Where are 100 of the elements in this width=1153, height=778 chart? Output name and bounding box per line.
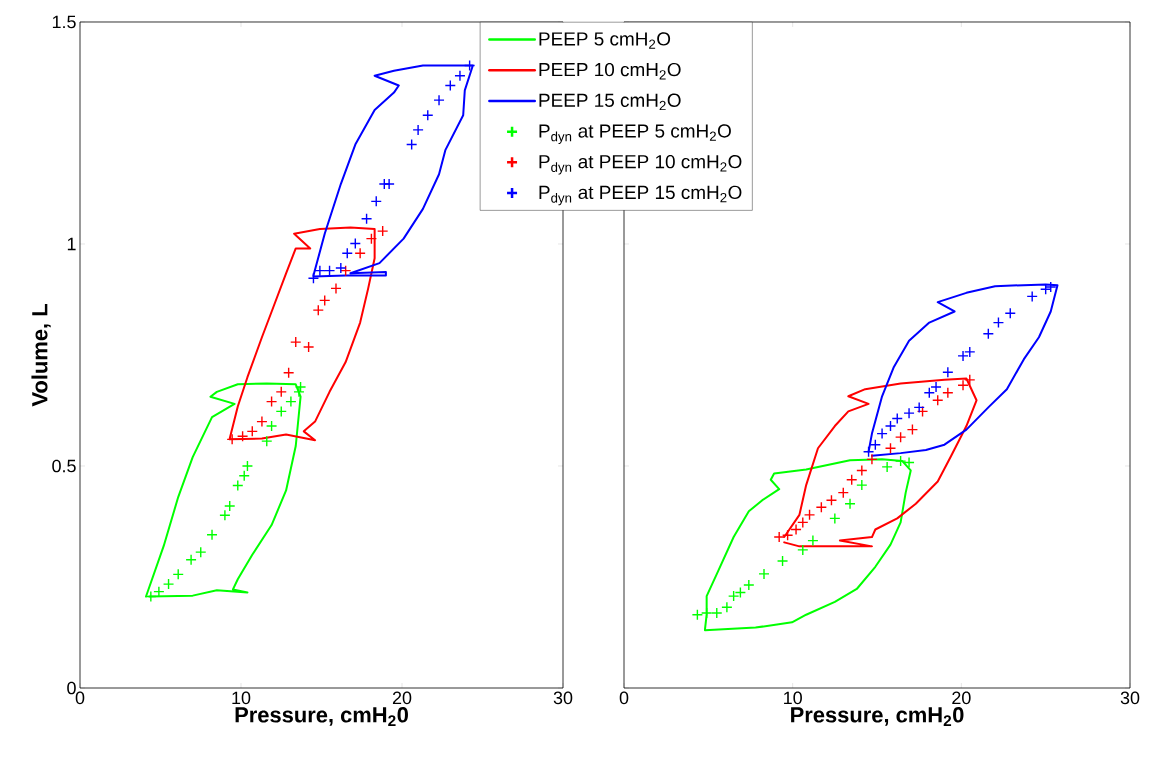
point xyxy=(232,479,244,492)
point xyxy=(422,109,434,121)
point xyxy=(815,501,828,513)
point xyxy=(869,438,882,451)
point xyxy=(903,456,915,469)
point xyxy=(881,461,893,473)
point xyxy=(700,607,713,619)
point xyxy=(335,262,347,274)
point xyxy=(866,453,878,466)
point xyxy=(1004,307,1016,319)
y-tick-label: 0 xyxy=(67,681,76,695)
legend-label: P$_{dyn}$ at PEEP 15 cmH$_{2}$O xyxy=(539,185,742,206)
point xyxy=(293,386,305,398)
point xyxy=(238,470,250,482)
point xyxy=(265,395,278,408)
point xyxy=(162,578,175,590)
point xyxy=(454,70,466,82)
y-tick-label: 1 xyxy=(67,237,76,251)
legend-label: P$_{dyn}$ at PEEP 5 cmH$_{2}$O xyxy=(539,124,731,144)
point xyxy=(776,555,789,567)
point xyxy=(797,544,809,556)
point xyxy=(807,534,819,547)
x-tick-label: 10 xyxy=(784,691,802,705)
point xyxy=(942,366,954,379)
point xyxy=(734,586,747,599)
point xyxy=(790,523,802,536)
point xyxy=(275,386,287,398)
point xyxy=(862,446,875,458)
x-tick-label: 30 xyxy=(1120,691,1140,705)
point xyxy=(856,464,868,477)
point xyxy=(829,512,841,525)
legend-label: P$_{dyn}$ at PEEP 10 cmH$_{2}$O xyxy=(539,154,742,175)
point xyxy=(354,247,366,260)
point xyxy=(711,607,723,619)
x-axis-title: Pressure, cmH$_{2}$0 xyxy=(791,707,964,726)
x-tick-label: 30 xyxy=(553,691,573,705)
x-tick-label: 20 xyxy=(392,691,412,705)
point xyxy=(360,212,373,225)
point xyxy=(349,237,362,250)
point xyxy=(463,59,476,72)
point xyxy=(1045,281,1057,293)
point xyxy=(721,601,733,613)
y-axis-title: Volume, L xyxy=(31,304,51,407)
point xyxy=(412,124,424,136)
x-axis-title: Pressure, cmH$_{2}$0 xyxy=(235,707,408,726)
point xyxy=(256,415,268,428)
point xyxy=(884,442,897,454)
point xyxy=(314,264,326,277)
point xyxy=(803,509,816,521)
point xyxy=(891,412,903,425)
x-tick-label: 20 xyxy=(952,691,971,705)
point xyxy=(964,346,976,358)
point xyxy=(773,531,785,543)
y-tick-label: 1.5 xyxy=(52,15,76,29)
point xyxy=(219,509,231,521)
point xyxy=(758,568,770,580)
point xyxy=(691,609,704,621)
point xyxy=(307,272,320,284)
point xyxy=(992,316,1005,329)
point xyxy=(206,529,218,541)
y-tick-label: 0.5 xyxy=(52,459,76,473)
point xyxy=(727,590,740,602)
point xyxy=(957,379,969,391)
point xyxy=(444,79,456,92)
point xyxy=(330,282,342,295)
point xyxy=(923,387,935,399)
point xyxy=(302,341,315,353)
point xyxy=(957,350,969,362)
point xyxy=(365,232,378,245)
point xyxy=(341,247,353,260)
point xyxy=(224,500,236,512)
point xyxy=(312,304,324,316)
x-tick-label: 10 xyxy=(232,691,251,705)
point xyxy=(246,425,258,438)
point xyxy=(433,94,445,106)
point xyxy=(405,138,418,151)
point xyxy=(236,430,249,442)
point xyxy=(894,455,907,467)
point xyxy=(797,516,809,529)
point xyxy=(1026,290,1038,303)
point xyxy=(913,401,925,414)
point xyxy=(370,195,382,208)
point xyxy=(903,407,915,419)
point xyxy=(319,294,331,307)
point xyxy=(282,367,295,379)
point xyxy=(837,486,849,499)
point xyxy=(884,420,897,432)
point xyxy=(743,579,755,591)
x-tick-label: 0 xyxy=(619,691,629,705)
point xyxy=(290,336,302,348)
point xyxy=(241,460,254,472)
point xyxy=(195,546,207,558)
point xyxy=(856,479,868,491)
point xyxy=(964,374,976,386)
legend-label: PEEP 10 cmH$_{2}$O xyxy=(539,62,681,80)
legend-label: PEEP 5 cmH$_{2}$O xyxy=(539,32,671,49)
point xyxy=(930,381,942,393)
point xyxy=(376,225,389,237)
legend-label: PEEP 15 cmH$_{2}$O xyxy=(539,93,681,111)
point xyxy=(942,387,954,399)
